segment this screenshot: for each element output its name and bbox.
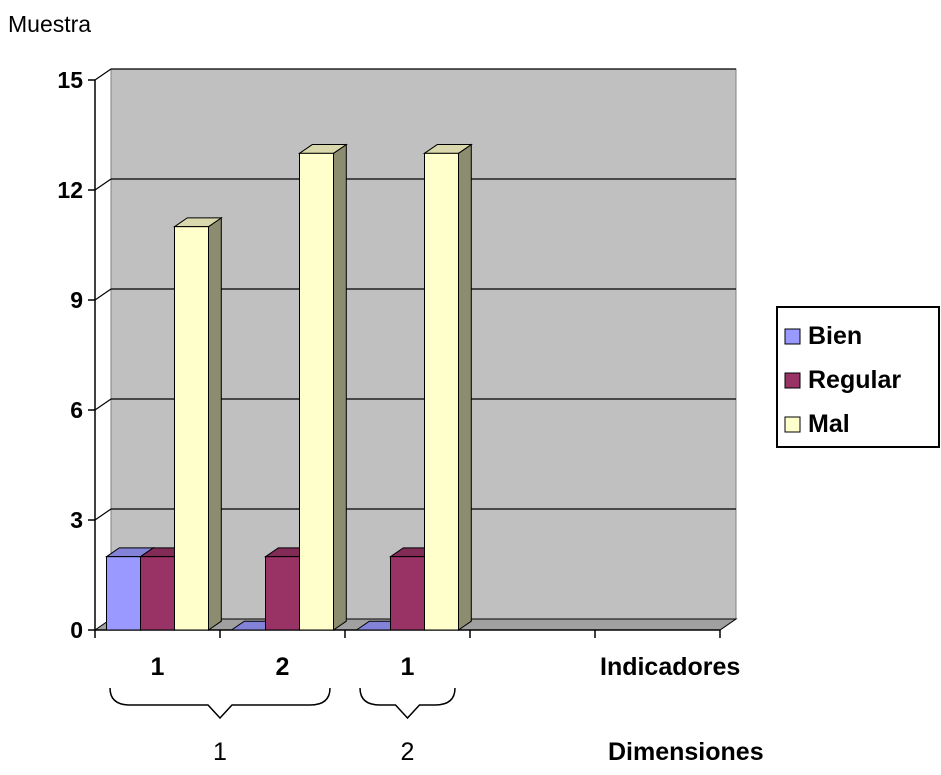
category-label: 2 [276,653,290,681]
group-axis-label: Dimensiones [608,738,764,766]
group-label: 1 [213,738,227,766]
bar-mal-0 [172,216,223,631]
legend-label: Regular [808,366,901,394]
group-brace [359,687,456,720]
y-tick-label: 15 [57,67,83,93]
legend: Bien Regular Mal [776,306,940,448]
y-tick-label: 3 [70,507,83,533]
bar-mal-1 [297,143,348,631]
legend-label: Bien [808,322,862,350]
y-tick-labels: 0 3 6 9 12 15 [57,67,83,643]
bar-mal-2 [422,143,473,631]
y-tick-label: 0 [70,617,83,643]
group-braces [109,687,456,720]
category-labels: 1 2 1 [151,653,415,681]
bars [104,143,473,631]
group-label: 2 [401,738,415,766]
y-tick-label: 9 [70,287,83,313]
category-label: 1 [151,653,165,681]
group-brace [109,687,331,720]
y-tick-label: 6 [70,397,83,423]
legend-label: Mal [808,410,850,438]
y-axis-label: Muestra [8,11,91,37]
category-axis-label: Indicadores [600,653,740,681]
y-tick-label: 12 [57,177,83,203]
legend-swatch [784,372,801,389]
legend-swatch [784,416,801,433]
category-label: 1 [401,653,415,681]
legend-swatch [784,328,801,345]
